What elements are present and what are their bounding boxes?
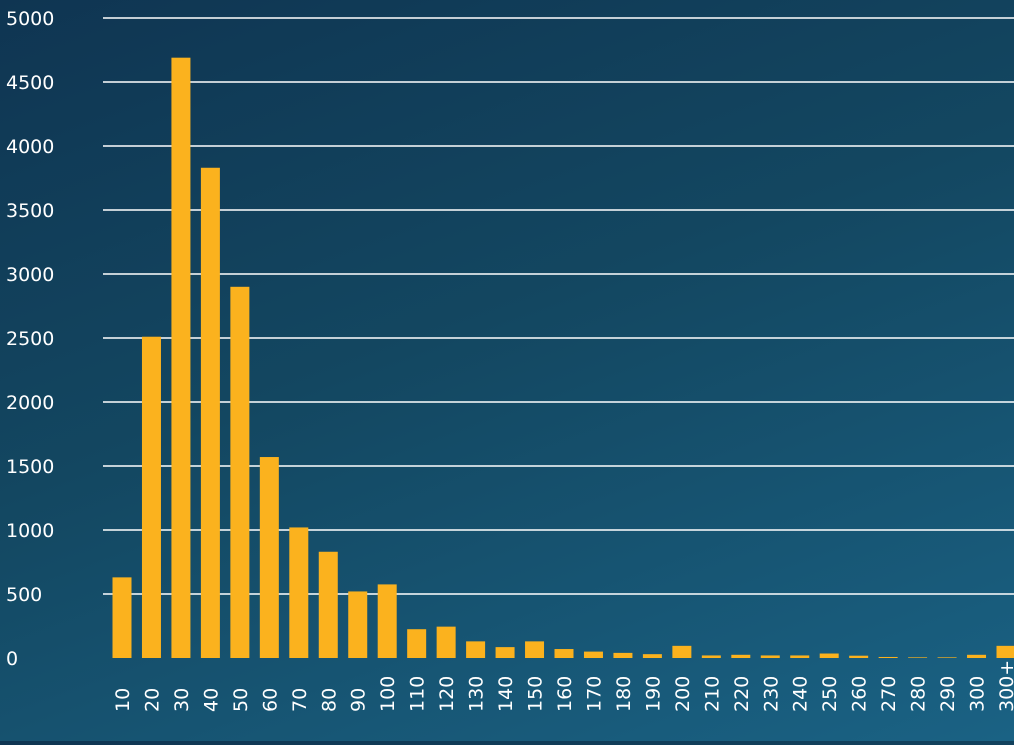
- x-tick-label: 120: [436, 676, 458, 712]
- bar-100: [378, 584, 397, 658]
- x-tick-label: 160: [554, 676, 576, 712]
- x-tick-label: 150: [525, 676, 547, 712]
- bars: [113, 58, 1014, 658]
- bar-290: [938, 657, 957, 658]
- x-tick-label: 300+: [996, 660, 1014, 712]
- bar-170: [584, 652, 603, 658]
- bar-140: [496, 647, 515, 658]
- x-tick-label: 10: [112, 688, 134, 712]
- bar-190: [643, 654, 662, 658]
- x-tick-label: 40: [200, 688, 222, 712]
- bar-110: [407, 629, 426, 658]
- bar-90: [348, 591, 367, 658]
- bar-150: [525, 641, 544, 658]
- bar-300: [967, 655, 986, 658]
- bar-250: [820, 654, 839, 658]
- y-tick-label: 5000: [6, 8, 54, 30]
- x-tick-label: 130: [466, 676, 488, 712]
- x-tick-label: 30: [171, 688, 193, 712]
- bar-30: [171, 58, 190, 658]
- bar-40: [201, 168, 220, 658]
- bar-270: [879, 657, 898, 658]
- bar-130: [466, 641, 485, 658]
- x-tick-label: 90: [348, 688, 370, 712]
- bar-240: [790, 655, 809, 658]
- x-tick-label: 190: [642, 676, 664, 712]
- x-tick-label: 60: [259, 688, 281, 712]
- bar-20: [142, 337, 161, 658]
- bar-160: [555, 649, 574, 658]
- y-tick-label: 2000: [6, 392, 54, 414]
- y-tick-label: 4500: [6, 72, 54, 94]
- y-axis-ticks: 0 500 1000 1500 2000 2500 3000 3500 4000 4500 5000: [6, 8, 54, 670]
- x-tick-label: 200: [672, 676, 694, 712]
- x-tick-label: 270: [878, 676, 900, 712]
- x-tick-label: 140: [495, 676, 517, 712]
- bar-180: [613, 653, 632, 658]
- x-tick-label: 230: [760, 676, 782, 712]
- x-tick-label: 280: [908, 676, 930, 712]
- y-tick-label: 0: [6, 648, 18, 670]
- bar-60: [260, 457, 279, 658]
- bar-220: [731, 655, 750, 658]
- x-tick-label: 180: [613, 676, 635, 712]
- x-tick-label: 70: [289, 688, 311, 712]
- x-tick-label: 170: [583, 676, 605, 712]
- y-tick-label: 3000: [6, 264, 54, 286]
- bar-280: [908, 657, 927, 658]
- bar-120: [437, 627, 456, 658]
- bar-50: [230, 287, 249, 658]
- y-tick-label: 1000: [6, 520, 54, 542]
- y-tick-label: 3500: [6, 200, 54, 222]
- y-tick-label: 4000: [6, 136, 54, 158]
- x-tick-label: 260: [849, 676, 871, 712]
- x-tick-label: 250: [819, 676, 841, 712]
- y-tick-label: 500: [6, 584, 42, 606]
- bar-300+: [997, 646, 1014, 658]
- bar-80: [319, 552, 338, 658]
- x-tick-label: 110: [407, 676, 429, 712]
- x-tick-label: 50: [230, 688, 252, 712]
- bar-230: [761, 655, 780, 658]
- bar-10: [113, 577, 132, 658]
- x-tick-label: 100: [377, 676, 399, 712]
- y-tick-label: 2500: [6, 328, 54, 350]
- x-tick-label: 210: [701, 676, 723, 712]
- x-tick-label: 300: [967, 676, 989, 712]
- y-tick-label: 1500: [6, 456, 54, 478]
- x-axis-ticks: 10 20 30 40 50 60 70 80 90 100 110 120 130 140 150 160 1…: [112, 660, 1014, 712]
- x-tick-label: 20: [141, 688, 163, 712]
- x-tick-label: 290: [937, 676, 959, 712]
- bar-70: [289, 527, 308, 658]
- x-tick-label: 240: [790, 676, 812, 712]
- x-tick-label: 80: [318, 688, 340, 712]
- bar-210: [702, 655, 721, 658]
- x-tick-label: 220: [731, 676, 753, 712]
- bar-200: [672, 646, 691, 658]
- bar-260: [849, 656, 868, 658]
